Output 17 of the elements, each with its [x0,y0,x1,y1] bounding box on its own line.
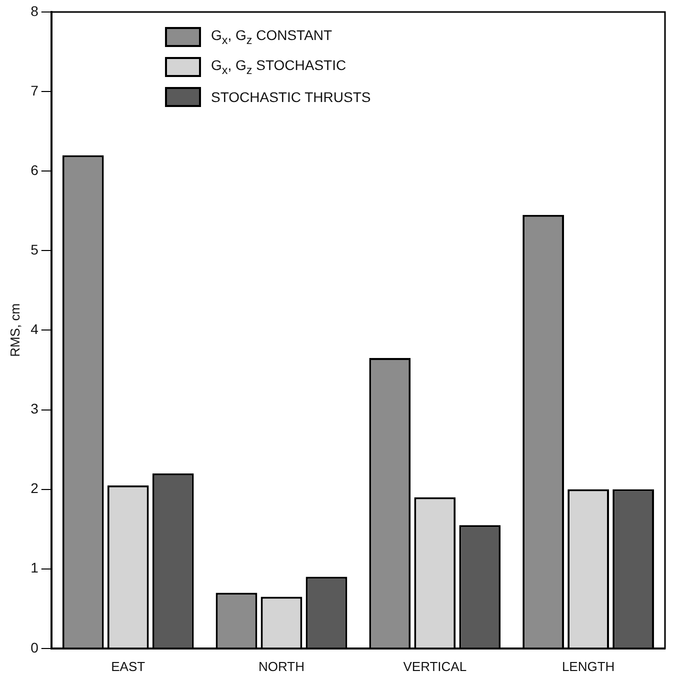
legend-label: G$_{x}$, G$_{z}$ CONSTANT [211,27,332,47]
y-axis-title: RMS, cm [7,303,22,357]
y-tick-label: 3 [30,400,39,417]
y-tick-label: 5 [30,242,39,258]
y-tick-label: 8 [30,2,39,19]
legend-label: STOCHASTIC THRUSTS [211,89,371,105]
y-tick-label: 4 [30,321,39,338]
x-tick-label: EAST [111,658,146,674]
y-tick-label: 1 [30,560,39,576]
y-tick-label: 2 [30,480,39,496]
y-tick-label: 6 [30,162,39,178]
legend-label: G$_{x}$, G$_{z}$ STOCHASTIC [211,57,346,77]
y-tick-label: 0 [30,639,39,656]
y-tick-label: 7 [30,82,39,98]
x-tick-label: LENGTH [562,658,615,674]
x-tick-label: NORTH [258,658,304,674]
x-tick-label: VERTICAL [403,658,467,674]
